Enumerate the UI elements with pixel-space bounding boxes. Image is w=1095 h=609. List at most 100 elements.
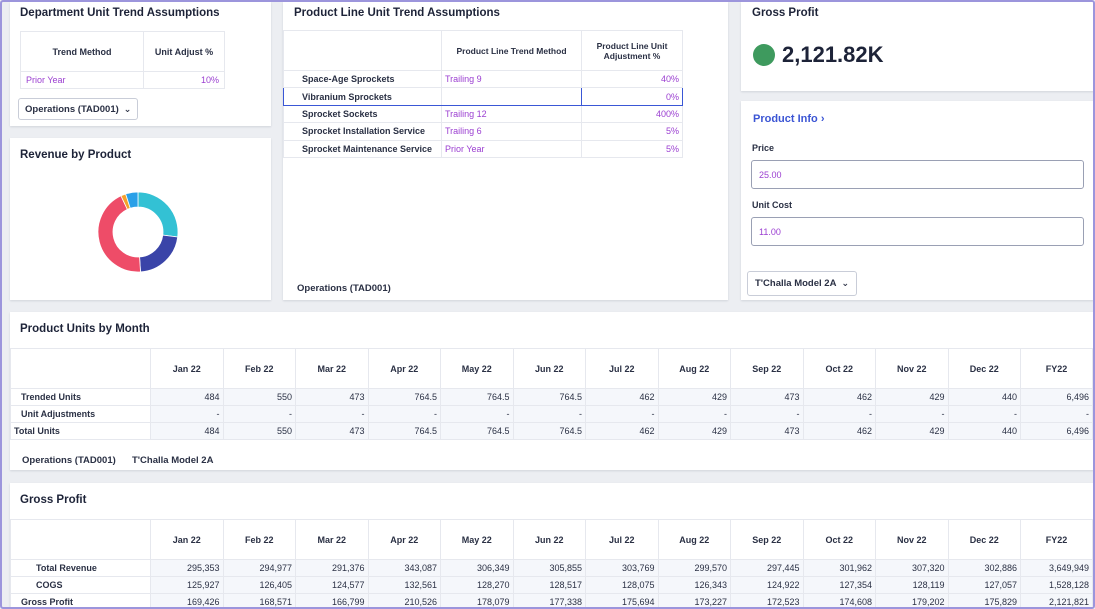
value-cell: - [367,405,441,423]
header-unit-adjust: Product Line Unit Adjustment % [581,30,683,71]
value-cell: 177,338 [512,593,586,607]
donut-slice-1[interactable] [139,234,179,273]
dept-trend-table: Trend Method Unit Adjust % Prior Year 10… [20,31,225,89]
value-cell: 128,119 [875,576,949,594]
value-cell: 1,528,128 [1020,576,1093,594]
value-cell: 462 [585,388,659,406]
table-row: Sprocket Maintenance Service Prior Year 5% [283,139,683,158]
value-cell: 172,523 [730,593,804,607]
unit-adjust-cell[interactable]: 400% [581,104,683,124]
trend-method-cell[interactable]: Trailing 6 [441,122,582,141]
month-header: FY22 [1020,519,1093,560]
value-cell: - [585,405,659,423]
value-cell: 128,270 [440,576,514,594]
value-cell: 764.5 [367,388,441,406]
trend-method-cell[interactable]: Trailing 12 [441,104,582,124]
table-row: Space-Age Sprockets Trailing 9 40% [283,69,683,89]
value-cell: 429 [657,388,731,406]
header-unit-adjust: Unit Adjust % [143,31,225,72]
value-cell: - [1020,405,1093,423]
table-row: Total Revenue 295,353 294,977 291,376 343,08… [10,559,1093,577]
value-cell: 291,376 [295,559,369,577]
dropdown-label: Operations (TAD001) [25,103,119,115]
price-input[interactable] [751,160,1084,189]
gross-profit-kpi-card: Gross Profit 2,121.82K [741,2,1093,91]
unit-adjust-cell[interactable]: 5% [581,139,683,158]
value-cell: 175,694 [585,593,659,607]
value-cell: - [440,405,514,423]
value-cell: 429 [875,388,949,406]
unit-adjust-cell[interactable]: 0% [581,87,683,106]
header-product [283,30,442,71]
value-cell: 128,075 [585,576,659,594]
product-line-trend-card: Product Line Unit Trend Assumptions Prod… [283,2,728,300]
unit-adjust-cell[interactable]: 10% [143,71,225,89]
month-header: Mar 22 [295,348,369,389]
product-name-cell: Sprocket Installation Service [283,122,442,141]
month-header: May 22 [440,348,514,389]
status-dot-icon [753,44,775,66]
card-title: Gross Profit [20,494,87,506]
unit-adjust-cell[interactable]: 40% [581,69,683,89]
gross-profit-table-card: Gross Profit Jan 22 Feb 22 Mar 22 Apr 22 May… [10,483,1093,607]
value-cell: 305,855 [512,559,586,577]
value-cell: - [947,405,1021,423]
product-info-card: Product Info › Price Unit Cost T'Challa … [741,101,1093,300]
revenue-donut-chart [97,191,179,273]
value-cell: 303,769 [585,559,659,577]
value-cell: - [295,405,369,423]
value-cell: 764.5 [512,422,586,440]
unit-adjust-cell[interactable]: 5% [581,122,683,141]
product-units-by-month-card: Product Units by Month Jan 22 Feb 22 Mar 2… [10,312,1093,470]
value-cell: 127,057 [947,576,1021,594]
value-cell: 2,121,821 [1020,593,1093,607]
value-cell: 550 [222,388,296,406]
value-cell: 473 [295,422,369,440]
unit-cost-input[interactable] [751,217,1084,246]
product-info-link[interactable]: Product Info › [753,113,825,125]
revenue-by-product-card: Revenue by Product [10,138,271,300]
month-header: Sep 22 [730,348,804,389]
value-cell: 764.5 [367,422,441,440]
card-title: Gross Profit [752,7,819,19]
month-header: Aug 22 [657,519,731,560]
value-cell: 429 [657,422,731,440]
table-row: Vibranium Sprockets 0% [283,87,683,106]
product-label: T'Challa Model 2A [132,455,214,466]
chevron-down-icon: ⌄ [841,278,849,288]
department-unit-trend-card: Department Unit Trend Assumptions Trend … [10,2,271,126]
value-cell: 462 [802,422,876,440]
card-title: Product Units by Month [20,323,150,335]
value-cell: 175,829 [947,593,1021,607]
value-cell: 166,799 [295,593,369,607]
value-cell: 462 [585,422,659,440]
value-cell: 126,405 [222,576,296,594]
product-dropdown[interactable]: T'Challa Model 2A ⌄ [747,271,857,296]
dropdown-label: T'Challa Model 2A [755,278,837,289]
trend-method-cell[interactable]: Trailing 9 [441,69,582,89]
row-label: Unit Adjustments [10,405,151,423]
row-label: Total Units [10,422,151,440]
value-cell: 295,353 [150,559,224,577]
value-cell: 299,570 [657,559,731,577]
value-cell: 173,227 [657,593,731,607]
value-cell: - [222,405,296,423]
donut-slice-0[interactable] [137,191,179,238]
value-cell: 127,354 [802,576,876,594]
value-cell: - [875,405,949,423]
table-row: COGS 125,927 126,405 124,577 132,561 128,270 1… [10,576,1093,594]
value-cell: 179,202 [875,593,949,607]
value-cell: 301,962 [802,559,876,577]
month-header: Jun 22 [512,348,586,389]
product-info-link-label: Product Info [753,113,818,125]
card-title: Revenue by Product [20,149,132,161]
trend-method-cell[interactable]: Prior Year [20,71,144,89]
donut-slice-4[interactable] [125,191,139,209]
trend-method-cell[interactable] [441,87,582,106]
department-dropdown[interactable]: Operations (TAD001) ⌄ [18,98,139,120]
trend-method-cell[interactable]: Prior Year [441,139,582,158]
row-label: Trended Units [10,388,151,406]
value-cell: 174,608 [802,593,876,607]
